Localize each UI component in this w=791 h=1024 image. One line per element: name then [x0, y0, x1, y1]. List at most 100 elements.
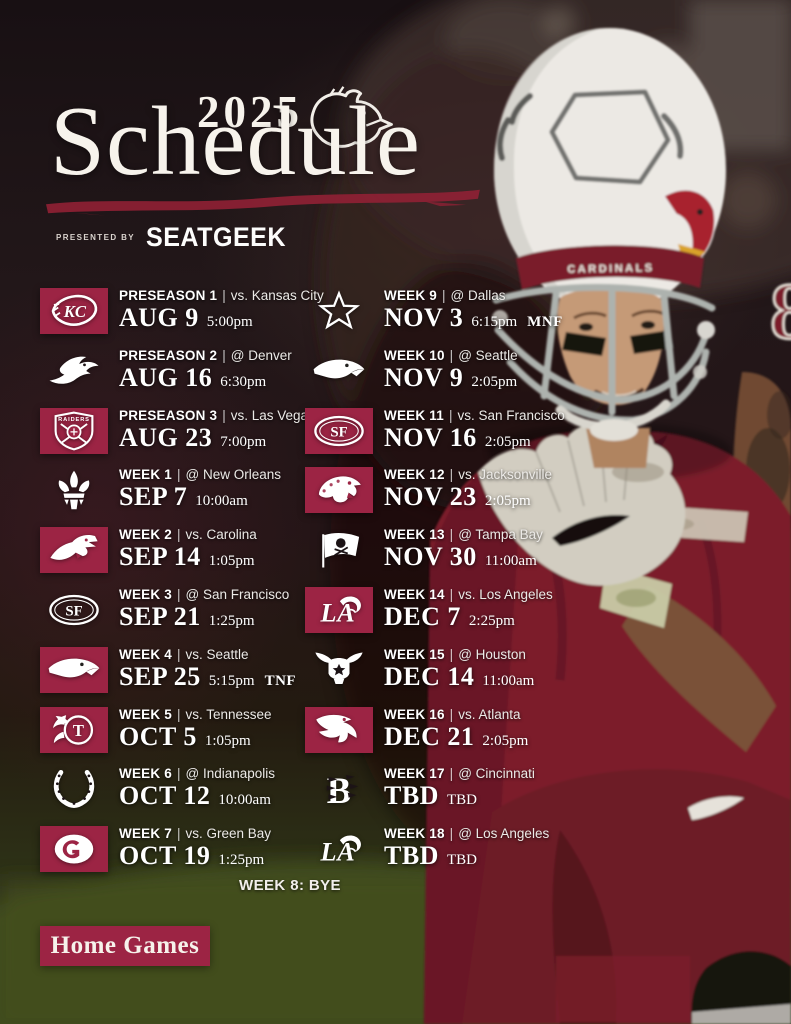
separator: | — [449, 347, 454, 363]
game-date: DEC 7 — [384, 601, 461, 631]
separator: | — [176, 646, 181, 662]
week-label: WEEK 13 — [384, 527, 445, 543]
schedule-row-preseason-3: PRESEASON 3 | vs. Las Vegas AUG 23 7:00p… — [40, 407, 315, 468]
week-label: PRESEASON 3 — [119, 407, 218, 423]
week-label: WEEK 9 — [384, 288, 437, 303]
game-info: WEEK 3 | @ San Francisco SEP 21 1:25pm — [119, 587, 289, 630]
game-time: 1:25pm — [218, 852, 265, 869]
team-logo-tile — [305, 407, 373, 454]
schedule-row-week-5: WEEK 5 | vs. Tennessee OCT 5 1:05pm — [40, 706, 302, 767]
broncos-logo — [44, 350, 104, 392]
separator: | — [176, 766, 181, 782]
schedule-row-week-3: WEEK 3 | @ San Francisco SEP 21 1:25pm — [40, 587, 302, 647]
brush-stroke — [46, 189, 480, 216]
week-label: WEEK 10 — [384, 347, 445, 363]
game-time: 5:15pm — [208, 672, 255, 689]
week-label: WEEK 4 — [119, 646, 172, 662]
game-date: NOV 23 — [384, 482, 477, 512]
opponent-label: vs. San Francisco — [457, 407, 565, 423]
week-label: WEEK 16 — [384, 706, 445, 722]
opponent-label: vs. Las Vegas — [230, 407, 315, 423]
week-label: WEEK 11 — [384, 407, 444, 423]
game-time: 11:00am — [484, 553, 537, 570]
schedule-row-week-14: WEEK 14 | vs. Los Angeles DEC 7 2:25pm — [305, 586, 567, 647]
colts-logo — [44, 768, 104, 810]
helmet-cardinal-decal — [663, 189, 716, 268]
separator: | — [449, 706, 454, 722]
game-date: AUG 16 — [119, 362, 213, 392]
helmet: CARDINALS — [494, 28, 726, 312]
schedule-row-week-4: WEEK 4 | vs. Seattle SEP 25 5:15pm TNF — [40, 646, 302, 707]
week-label: WEEK 15 — [384, 646, 445, 662]
game-date: SEP 25 — [119, 661, 201, 691]
team-logo-tile — [305, 826, 373, 872]
schedule-row-week-2: WEEK 2 | vs. Carolina SEP 14 1:05pm — [40, 527, 302, 587]
team-logo-tile — [40, 646, 108, 693]
game-time: 1:05pm — [204, 732, 251, 749]
separator: | — [176, 527, 181, 543]
helmet-wordmark: CARDINALS — [567, 262, 654, 276]
separator: | — [449, 467, 454, 483]
game-info: WEEK 16 | vs. Atlanta DEC 21 2:05pm — [384, 707, 528, 750]
game-info: WEEK 11 | vs. San Francisco NOV 16 2:05p… — [384, 408, 565, 451]
presented-by-label: PRESENTED BY — [56, 233, 136, 242]
team-logo-tile — [305, 467, 373, 514]
team-logo-tile — [305, 586, 373, 633]
game-date: AUG 9 — [119, 303, 199, 332]
game-date: DEC 14 — [384, 661, 475, 691]
broadcast-note: TNF — [264, 672, 297, 689]
game-time: 10:00am — [218, 792, 271, 809]
saints-logo — [44, 469, 104, 511]
opponent-label: @ Seattle — [458, 347, 518, 363]
seahawks-logo — [309, 350, 369, 392]
game-date: OCT 12 — [119, 781, 211, 811]
week-label: WEEK 7 — [119, 826, 172, 842]
game-date: SEP 21 — [119, 601, 201, 631]
rams-logo — [309, 589, 369, 631]
game-time: 11:00am — [482, 672, 535, 689]
game-date: OCT 19 — [119, 841, 211, 871]
week-label: WEEK 12 — [384, 467, 445, 483]
opponent-label: @ Houston — [458, 646, 526, 662]
schedule-row-week-15: WEEK 15 | @ Houston DEC 14 11:00am — [305, 647, 567, 707]
cardinals-head-icon — [310, 86, 393, 148]
game-info: WEEK 6 | @ Indianapolis OCT 12 10:00am — [119, 766, 275, 809]
opponent-label: vs. Carolina — [185, 527, 257, 543]
week-label: PRESEASON 1 — [119, 288, 218, 303]
rams-logo — [309, 828, 369, 870]
team-logo-tile — [40, 527, 108, 574]
separator: | — [222, 407, 226, 423]
game-time: 5:00pm — [206, 314, 253, 330]
game-time: 6:30pm — [220, 373, 267, 390]
week-label: WEEK 5 — [119, 706, 172, 722]
nike-swoosh-icon — [688, 796, 744, 820]
game-date: NOV 9 — [384, 362, 464, 392]
niners-logo — [309, 410, 369, 452]
game-time: 6:15pm — [471, 314, 518, 330]
team-logo-tile — [305, 647, 373, 693]
game-date: DEC 21 — [384, 721, 475, 751]
week-label: WEEK 3 — [119, 586, 172, 602]
schedule-row-week-17: WEEK 17 | @ Cincinnati TBD TBD — [305, 766, 567, 826]
game-info: WEEK 1 | @ New Orleans SEP 7 10:00am — [119, 467, 281, 510]
opponent-label: @ Los Angeles — [458, 826, 550, 842]
game-date: NOV 30 — [384, 542, 477, 572]
game-info: PRESEASON 3 | vs. Las Vegas AUG 23 7:00p… — [119, 408, 315, 451]
game-time: 1:25pm — [208, 612, 255, 629]
game-time: 10:00am — [195, 493, 248, 510]
separator: | — [449, 826, 454, 842]
schedule-row-week-10: WEEK 10 | @ Seattle NOV 9 2:05pm — [305, 348, 567, 408]
game-date: AUG 23 — [119, 422, 213, 452]
game-time: TBD — [446, 792, 477, 809]
schedule-row-week-1: WEEK 1 | @ New Orleans SEP 7 10:00am — [40, 467, 302, 527]
team-logo-tile — [40, 706, 108, 753]
game-date: TBD — [384, 781, 439, 811]
game-info: PRESEASON 1 | vs. Kansas City AUG 9 5:00… — [119, 288, 324, 331]
poster-title: Schedule — [50, 87, 421, 196]
team-logo-tile — [40, 288, 108, 334]
game-time: 2:05pm — [482, 732, 529, 749]
separator: | — [448, 407, 453, 423]
game-time: 2:05pm — [471, 373, 518, 390]
